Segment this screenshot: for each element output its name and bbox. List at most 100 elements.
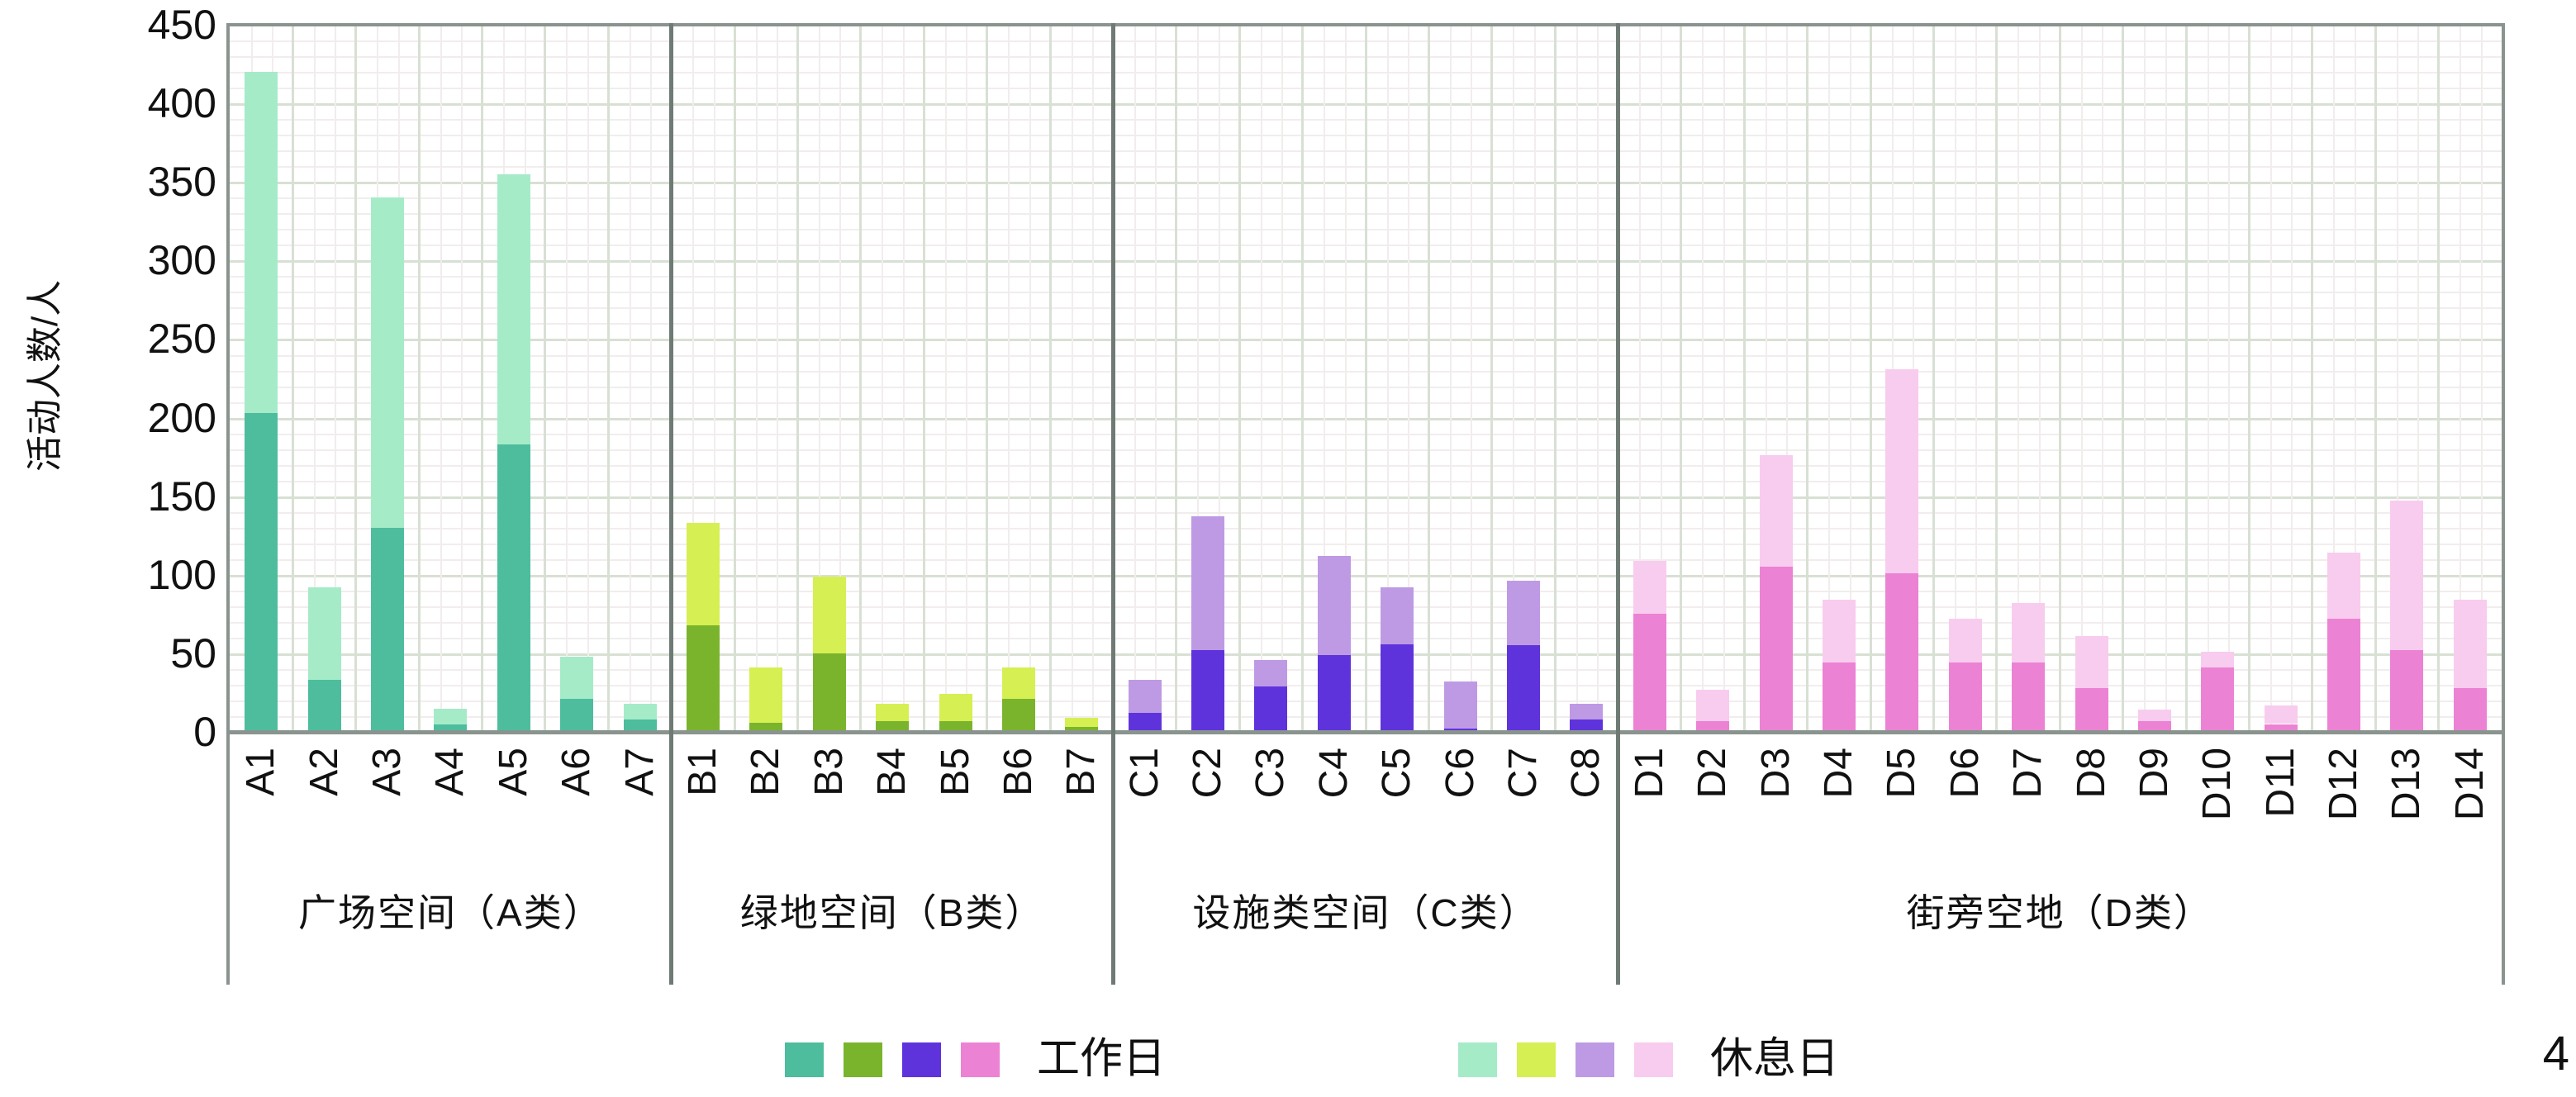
gridline-minor-vertical xyxy=(1597,25,1599,732)
x-tick-label-B7: B7 xyxy=(1059,748,1104,796)
gridline-major-vertical xyxy=(544,25,547,732)
gridline-major-vertical xyxy=(1048,25,1052,732)
category-label-0: 广场空间（A类） xyxy=(298,891,603,934)
x-tick-label-D11: D11 xyxy=(2258,748,2303,818)
bar-workday-A4 xyxy=(434,724,468,732)
bar-workday-D12 xyxy=(2327,619,2360,732)
bar-restday-A5 xyxy=(497,173,530,444)
gridline-minor-vertical xyxy=(1092,25,1094,732)
gridline-minor-vertical xyxy=(2460,25,2462,732)
gridline-minor-vertical xyxy=(1660,25,1662,732)
gridline-minor-vertical xyxy=(1849,25,1851,732)
x-tick-label-C2: C2 xyxy=(1186,748,1229,799)
bar-workday-A7 xyxy=(623,719,657,732)
bar-restday-D5 xyxy=(1885,368,1919,573)
bar-workday-A6 xyxy=(560,699,594,732)
bar-restday-D4 xyxy=(1822,600,1856,663)
gridline-minor-vertical xyxy=(1029,25,1031,732)
bar-workday-D9 xyxy=(2137,720,2171,732)
gridline-major-vertical xyxy=(1238,25,1241,732)
y-tick-label-250: 250 xyxy=(147,316,216,363)
x-tick-label-D12: D12 xyxy=(2322,748,2365,821)
bar-workday-B4 xyxy=(876,720,910,732)
y-tick-label-0: 0 xyxy=(193,709,216,755)
gridline-minor-vertical xyxy=(1449,25,1452,732)
gridline-minor-vertical xyxy=(2417,25,2420,732)
legend-swatch-workday-2 xyxy=(902,1042,941,1077)
bar-restday-C3 xyxy=(1254,659,1288,686)
bar-restday-C2 xyxy=(1191,516,1224,651)
gridline-major-vertical xyxy=(354,25,358,732)
gridline-minor-vertical xyxy=(755,25,758,732)
gridline-major-vertical xyxy=(1742,25,1746,732)
x-tick-label-C6: C6 xyxy=(1438,748,1482,799)
bar-workday-D14 xyxy=(2453,687,2487,732)
gridline-minor-vertical xyxy=(2080,25,2083,732)
plot-border-top xyxy=(226,23,2505,26)
x-tick-label-C3: C3 xyxy=(1248,748,1293,799)
bar-workday-C8 xyxy=(1570,719,1604,732)
bar-workday-C2 xyxy=(1191,650,1224,732)
gridline-major-vertical xyxy=(2374,25,2377,732)
bar-workday-D4 xyxy=(1822,662,1856,732)
gridline-minor-vertical xyxy=(1324,25,1326,732)
gridline-major-vertical xyxy=(1427,25,1430,732)
plot-border-right xyxy=(2502,23,2505,985)
bar-restday-C1 xyxy=(1128,680,1162,714)
x-tick-label-D4: D4 xyxy=(1816,748,1861,799)
bar-restday-A6 xyxy=(560,656,594,700)
gridline-minor-vertical xyxy=(335,25,337,732)
gridline-minor-vertical xyxy=(1071,25,1073,732)
gridline-major-vertical xyxy=(2058,25,2061,732)
x-tick-label-A3: A3 xyxy=(365,748,409,796)
gridline-minor-vertical xyxy=(440,25,442,732)
x-tick-label-C7: C7 xyxy=(1501,748,1545,799)
gridline-minor-vertical xyxy=(1955,25,1956,732)
gridline-minor-vertical xyxy=(2291,25,2293,732)
y-tick-label-150: 150 xyxy=(147,473,216,520)
bar-workday-D2 xyxy=(1696,720,1730,732)
bar-workday-D7 xyxy=(2012,662,2046,732)
bar-restday-D11 xyxy=(2264,705,2298,724)
bar-restday-D12 xyxy=(2327,553,2360,619)
bar-restday-B2 xyxy=(749,667,783,723)
x-tick-label-A7: A7 xyxy=(617,748,662,796)
gridline-minor-vertical xyxy=(2165,25,2167,732)
gridline-minor-vertical xyxy=(1281,25,1284,732)
x-tick-label-A4: A4 xyxy=(428,748,473,796)
gridline-major-vertical xyxy=(1995,25,1999,732)
bar-restday-B3 xyxy=(812,576,846,653)
bar-workday-D10 xyxy=(2201,667,2235,732)
gridline-minor-vertical xyxy=(777,25,778,732)
gridline-minor-vertical xyxy=(2207,25,2209,732)
gridline-minor-vertical xyxy=(882,25,884,732)
x-tick-label-A6: A6 xyxy=(554,748,599,796)
bar-workday-A3 xyxy=(371,527,404,732)
gridline-minor-vertical xyxy=(1344,25,1347,732)
x-tick-label-B5: B5 xyxy=(933,748,977,796)
bar-workday-A2 xyxy=(307,680,341,732)
bar-restday-D6 xyxy=(1948,619,1982,663)
y-tick-label-400: 400 xyxy=(147,80,216,127)
section-divider xyxy=(669,23,674,985)
bar-restday-D8 xyxy=(2075,636,2108,688)
gridline-major-vertical xyxy=(2247,25,2250,732)
gridline-major-vertical xyxy=(733,25,736,732)
gridline-minor-vertical xyxy=(1218,25,1220,732)
legend-swatch-restday-0 xyxy=(1458,1042,1497,1077)
bar-restday-D1 xyxy=(1633,560,1666,615)
bar-restday-B6 xyxy=(1001,667,1035,699)
y-tick-label-350: 350 xyxy=(147,159,216,206)
gridline-minor-vertical xyxy=(2354,25,2356,732)
gridline-minor-vertical xyxy=(1386,25,1389,732)
category-label-3: 街旁空地（D类） xyxy=(1906,891,2213,934)
bar-workday-D3 xyxy=(1759,567,1793,732)
gridline-major-vertical xyxy=(796,25,799,732)
bar-workday-B3 xyxy=(812,653,846,732)
bar-restday-C8 xyxy=(1570,703,1604,719)
gridline-major-vertical xyxy=(606,25,610,732)
y-tick-label-100: 100 xyxy=(147,551,216,598)
x-tick-label-D9: D9 xyxy=(2132,748,2176,799)
